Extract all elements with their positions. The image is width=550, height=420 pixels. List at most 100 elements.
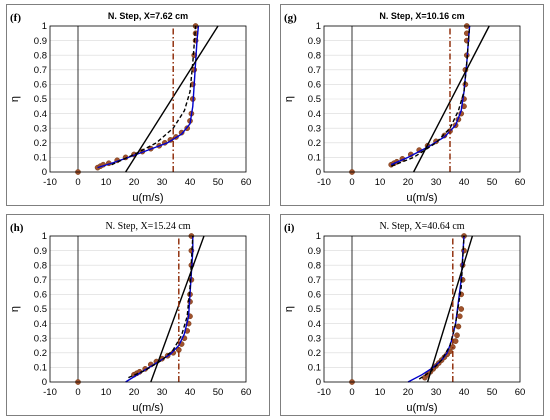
y-tick-label: 0.3	[308, 123, 321, 134]
y-tick-label: 1	[316, 21, 321, 32]
data-point	[455, 323, 462, 330]
data-point	[456, 313, 463, 320]
x-tick-label: -10	[317, 177, 331, 188]
x-tick-label: 30	[157, 387, 168, 398]
x-tick-label: 10	[101, 387, 112, 398]
data-point	[449, 344, 456, 350]
x-tick-label: 10	[375, 177, 386, 188]
y-tick-label: 0.1	[308, 363, 321, 374]
series-line-dashed	[390, 25, 471, 167]
y-tick-label: 0.7	[308, 275, 321, 286]
panel-tag-i: (i)	[284, 222, 295, 234]
data-point	[452, 338, 459, 344]
y-tick-label: 0.9	[308, 246, 321, 257]
series-line-solid	[125, 236, 194, 383]
y-tick-label: 0.5	[308, 94, 321, 105]
x-axis-label: u(m/s)	[406, 402, 437, 414]
series-line-solid	[412, 25, 490, 173]
x-tick-label: 50	[487, 177, 498, 188]
plot-area-f	[49, 25, 247, 173]
x-tick-label: 20	[403, 387, 414, 398]
x-tick-label: 10	[375, 387, 386, 398]
y-tick-label: 1	[42, 21, 47, 32]
panel-title-i: N. Step, X=40.64 cm	[379, 221, 464, 232]
y-tick-label: 0.8	[34, 260, 47, 271]
y-tick-label: 0.3	[34, 333, 47, 344]
x-tick-label: 40	[185, 387, 196, 398]
plot-area-g	[323, 25, 521, 173]
x-tick-label: 60	[515, 177, 526, 188]
x-tick-label: 60	[515, 387, 526, 398]
x-tick-label: 50	[487, 387, 498, 398]
data-point	[454, 332, 460, 339]
y-tick-label: 0.2	[34, 348, 47, 359]
y-tick-label: 0	[316, 377, 321, 388]
y-tick-label: 0	[42, 377, 47, 388]
x-tick-label: 30	[431, 177, 442, 188]
x-tick-label: 40	[185, 177, 196, 188]
y-tick-label: 0.9	[308, 36, 321, 47]
plot-area-h	[49, 235, 247, 383]
x-tick-label: 10	[101, 177, 112, 188]
x-tick-label: 30	[431, 387, 442, 398]
y-tick-label: 0.5	[34, 304, 47, 315]
y-tick-label: 0.2	[308, 348, 321, 359]
y-tick-label: 0.9	[34, 246, 47, 257]
x-tick-label: -10	[43, 387, 57, 398]
x-tick-label: 30	[157, 177, 168, 188]
series-line-dashed	[128, 235, 194, 379]
x-tick-label: 20	[129, 177, 140, 188]
y-axis-label: η	[283, 96, 295, 102]
y-tick-label: 0.9	[34, 36, 47, 47]
data-point	[458, 306, 465, 312]
y-tick-label: 0.1	[308, 153, 321, 164]
panel-tag-h: (h)	[10, 222, 24, 234]
data-point	[441, 132, 448, 139]
y-tick-label: 0.1	[34, 363, 47, 374]
y-tick-label: 0	[42, 167, 47, 178]
y-tick-label: 0.8	[308, 260, 321, 271]
y-tick-label: 0.2	[34, 138, 47, 149]
series-line-solid	[426, 235, 474, 383]
panel-f: 00.10.20.30.40.50.60.70.80.91-10 0 10 20 30 4…	[6, 4, 270, 206]
y-tick-label: 0.5	[34, 94, 47, 105]
y-tick-label: 1	[42, 231, 47, 242]
y-tick-label: 0.6	[308, 290, 321, 301]
y-tick-label: 0.1	[34, 153, 47, 164]
y-tick-label: 0.6	[308, 80, 321, 91]
y-tick-label: 0.4	[34, 319, 47, 330]
y-axis-label: η	[9, 96, 21, 102]
x-tick-label: 0	[349, 177, 354, 188]
x-tick-label: 40	[459, 387, 470, 398]
panel-i: 00.10.20.30.40.50.60.70.80.91-10 0 10 20 30 4…	[280, 214, 544, 416]
y-tick-label: 0.4	[308, 109, 321, 120]
y-tick-label: 0.4	[308, 319, 321, 330]
panel-title-f: N. Step, X=7.62 cm	[108, 11, 188, 21]
y-tick-label: 0.7	[34, 275, 47, 286]
data-point	[178, 129, 185, 136]
panel-tag-f: (f)	[10, 12, 21, 24]
panel-g: 00.10.20.30.40.50.60.70.80.91-10 0 10 20 30 4…	[280, 4, 544, 206]
x-tick-label: 20	[129, 387, 140, 398]
y-tick-label: 0	[316, 167, 321, 178]
y-tick-label: 0.8	[308, 50, 321, 61]
x-tick-label: 0	[349, 387, 354, 398]
x-tick-label: 40	[459, 177, 470, 188]
y-tick-label: 0.8	[34, 50, 47, 61]
x-axis-label: u(m/s)	[132, 402, 163, 414]
x-tick-label: -10	[43, 177, 57, 188]
panel-tag-g: (g)	[284, 12, 297, 24]
y-tick-label: 0.6	[34, 290, 47, 301]
y-axis-label: η	[9, 306, 21, 312]
x-tick-label: 50	[213, 387, 224, 398]
x-tick-label: 0	[75, 387, 80, 398]
panel-title-g: N. Step, X=10.16 cm	[379, 11, 464, 21]
x-tick-label: 0	[75, 177, 80, 188]
x-tick-label: 50	[213, 177, 224, 188]
x-tick-label: 60	[241, 177, 252, 188]
x-tick-label: -10	[317, 387, 331, 398]
y-tick-label: 0.3	[34, 123, 47, 134]
x-axis-label: u(m/s)	[406, 192, 437, 204]
x-tick-label: 60	[241, 387, 252, 398]
